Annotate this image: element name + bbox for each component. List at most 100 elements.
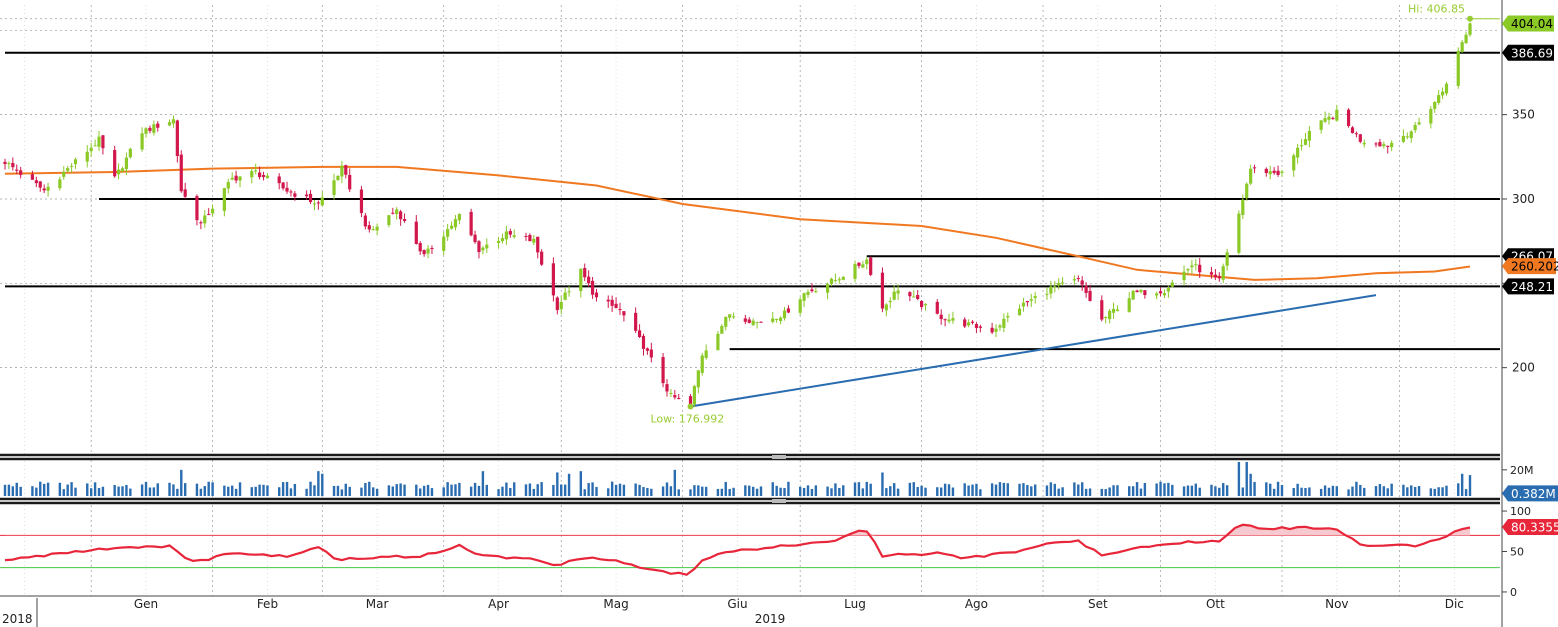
candle-body [171,119,176,124]
candle-body [496,240,501,243]
candle-body [1170,282,1174,287]
candle-body [1053,286,1057,288]
x-tick-label: Dic [1445,597,1464,611]
volume-bar [391,486,394,496]
volume-bar [1182,486,1186,496]
volume-bar [540,482,543,496]
candle-body [802,293,806,301]
candle-body [974,324,979,328]
candle-body [97,136,101,147]
volume-bar [1300,487,1303,496]
volume-bar [704,486,708,496]
volume-bar [1417,486,1421,496]
candle-body [1237,213,1241,253]
candle-body [34,180,38,184]
candle-body [277,176,281,184]
volume-bar [1433,488,1436,496]
candle-body [19,170,23,175]
volume-last-shape [1502,485,1558,502]
volume-bar [912,482,915,496]
volume-bar [916,486,919,496]
candle-body [947,319,951,322]
horizontal-levels [5,51,1500,351]
candle-body [536,236,540,253]
low-marker [687,403,694,410]
candle-body [203,215,207,224]
candle-body [1166,288,1170,292]
volume-bar [1186,485,1190,496]
volume-bar [567,473,571,496]
volume-bar [607,488,610,496]
price-badge-shape [1502,44,1554,61]
volume-bar [1139,488,1143,496]
candle-body [359,189,364,214]
volume-bar [779,487,782,496]
volume-bar [1296,483,1299,496]
price-tick-label: 300 [1512,192,1535,206]
candle-body [1002,318,1006,328]
volume-bar [1222,483,1225,496]
candle-body [665,384,669,392]
candle-body [963,319,967,327]
candle-body [606,299,610,302]
price-badge: 260.202 [1502,258,1558,275]
x-tick-label: Giu [727,597,747,611]
candle-body [116,169,121,175]
candle-body [1409,131,1413,139]
volume-bar [234,488,238,496]
volume-bar [1468,475,1472,496]
candle-body [371,229,375,231]
candle-body [1221,266,1225,280]
volume-bar [101,486,105,496]
volume-bar [211,482,214,496]
candle-body [892,291,896,300]
volume-bar [806,485,810,496]
panel-resize-grip [772,499,786,503]
candle-body [583,268,587,278]
candle-body [841,277,845,280]
volume-bar [560,484,563,496]
volume-bar [1163,483,1166,496]
volume-bar [1018,483,1021,496]
candle-body [128,148,132,158]
candle-body [716,333,720,351]
volume-bar [74,487,77,496]
rsi-overbought-fill [5,524,1470,536]
candle-body [1296,147,1300,158]
candle-body [449,225,454,229]
panel-dividers[interactable] [0,453,1500,505]
volume-bar [775,485,778,496]
candle-body [540,251,544,265]
price-badge-shape [1502,15,1554,32]
price-badges: 404.04386.69266.07260.202248.210.382M80.… [1502,15,1558,535]
volume-bar [1429,488,1433,496]
candle-body [226,182,230,189]
candle-body [285,187,289,192]
candle-body [93,145,97,147]
volume-bar [172,484,175,496]
volume-bar [889,486,892,496]
candle-body [759,321,763,323]
price-badge-text: 386.69 [1511,46,1553,60]
candle-body [677,397,681,399]
candle-body [857,262,861,266]
volume-bar [3,484,7,496]
candle-body [1158,291,1163,294]
rsi-tick-label: 0 [1510,586,1517,599]
volume-bar [66,484,69,496]
volume-bar [285,481,289,496]
volume-bar [881,472,884,496]
price-badge-text: 260.202 [1511,260,1558,274]
volume-bar [634,483,637,496]
candle-body [700,355,704,373]
candle-body [1417,122,1421,125]
volume-bar [1269,483,1272,496]
candle-body [367,225,371,230]
candle-body [1104,316,1108,318]
candle-body [1433,102,1437,109]
candle-body [1276,170,1280,175]
panel-resize-grip [772,455,786,459]
price-badge-text: 248.21 [1511,280,1553,294]
volume-bar [869,483,872,496]
candle-body [1362,142,1366,145]
